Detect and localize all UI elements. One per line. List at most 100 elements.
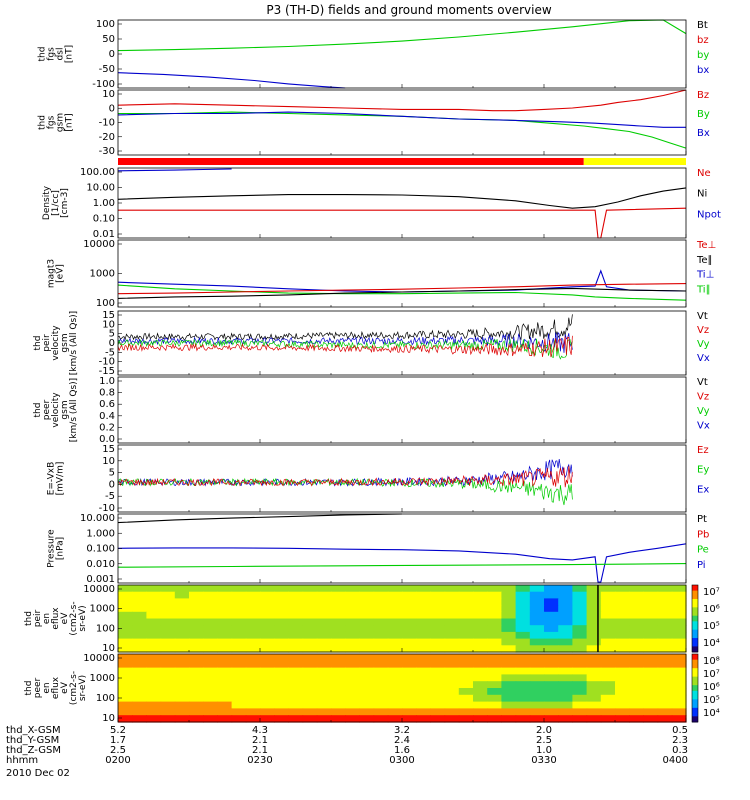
heatmap-cell [544, 660, 559, 669]
legend-label: Vt [697, 311, 708, 322]
heatmap-cell [515, 708, 531, 716]
y-axis-label: Pressure [nPa] [47, 529, 66, 568]
heatmap-cell [501, 618, 517, 626]
heatmap-cell [586, 631, 602, 640]
series-line-peir-velocity-3 [117, 335, 573, 358]
panel-fgs-dsl: Bt bz by bx 100 50 0 -50 -100 thd fgs dsl [nT] [38, 19, 710, 90]
heatmap-cell [345, 688, 360, 696]
heatmap-cell [316, 605, 332, 613]
heatmap-cell [274, 605, 289, 613]
heatmap-cell [558, 591, 573, 599]
heatmap-cell [359, 598, 375, 606]
heatmap-cell [231, 701, 247, 709]
heatmap-cell [600, 598, 616, 606]
heatmap-cell [274, 694, 289, 703]
heatmap-cell [189, 667, 204, 675]
heatmap-cell [274, 667, 289, 675]
y-tick-label: -15 [99, 366, 115, 377]
heatmap-cell [274, 645, 289, 653]
y-tick-label: 100 [96, 298, 115, 309]
heatmap-cell [359, 631, 375, 640]
heatmap-cell [629, 708, 644, 716]
heatmap-cell [558, 654, 573, 662]
heatmap-cell [643, 688, 659, 696]
heatmap-cell [643, 585, 659, 593]
y-tick-label: -50 [99, 64, 115, 75]
heatmap-cell [430, 645, 446, 653]
heatmap-cell [615, 625, 630, 633]
heatmap-cell [572, 631, 588, 640]
colorbar-swatch [692, 682, 698, 686]
heatmap-cell [359, 688, 375, 696]
heatmap-cell [416, 674, 431, 682]
heatmap-cell [501, 708, 517, 716]
heatmap-cell [146, 688, 162, 696]
heatmap-cell [245, 605, 261, 613]
heatmap-cell [203, 694, 218, 703]
heatmap-cell [529, 660, 545, 669]
heatmap-cell [189, 674, 204, 682]
legend-label: bx [697, 65, 709, 76]
heatmap-cell [231, 625, 247, 633]
heatmap-cell [529, 674, 545, 682]
y-axis-label-line: velocity [51, 325, 61, 361]
heatmap-cell [402, 631, 417, 640]
y-axis-label: thd fgs dsl [nT] [38, 45, 75, 63]
heatmap-cell [501, 667, 517, 675]
heatmap-cell [302, 688, 318, 696]
time-axis-tick-label: 0300 [389, 755, 414, 766]
heatmap-cell [245, 638, 261, 646]
heatmap-cell [657, 611, 673, 620]
heatmap-cell [458, 660, 474, 669]
colorbar-frame [691, 584, 699, 653]
heatmap-cell [359, 611, 375, 620]
heatmap-cell [302, 694, 318, 703]
y-tick-label: -5 [105, 347, 115, 358]
heatmap-cell [387, 708, 403, 716]
heatmap-cell [473, 660, 488, 669]
heatmap-cell [302, 708, 318, 716]
heatmap-cell [586, 694, 602, 703]
heatmap-cell [430, 591, 446, 599]
heatmap-cell [260, 654, 275, 662]
heatmap-cell [458, 611, 474, 620]
heatmap-cell [515, 625, 531, 633]
heatmap-cell [132, 598, 147, 606]
y-axis-label-line: gsm [56, 113, 66, 132]
heatmap-cell [615, 694, 630, 703]
heatmap-cell [629, 681, 644, 689]
heatmap-cell [146, 715, 162, 723]
heatmap-cell [444, 708, 460, 716]
heatmap-cell [373, 645, 389, 653]
heatmap-cell [458, 618, 474, 626]
y-axis-label-line: [km/s (All Qs)] [69, 311, 79, 375]
heatmap-cell [345, 598, 360, 606]
heatmap-cell [671, 605, 687, 613]
y-tick-label: -10 [99, 357, 115, 368]
time-axis-row-label: hhmm [6, 755, 38, 766]
heatmap-cell [217, 625, 233, 633]
y-axis-label-line: velocity [51, 392, 61, 428]
heatmap-cell [529, 631, 545, 640]
series-line-fgs-dsl-1 [117, 72, 346, 89]
heatmap-cell [217, 660, 233, 669]
heatmap-cell [572, 667, 588, 675]
heatmap-cell [302, 591, 318, 599]
heatmap-cell [529, 708, 545, 716]
heatmap-cell [586, 611, 602, 620]
heatmap-cell [189, 688, 204, 696]
heatmap-cell [274, 631, 289, 640]
heatmap-cell [359, 715, 375, 723]
heatmap-cell [288, 585, 304, 593]
colorbar-swatch [692, 690, 698, 695]
heatmap-cell [118, 688, 133, 696]
heatmap-cell [302, 701, 318, 709]
heatmap-cell [487, 715, 502, 723]
heatmap-cell [231, 674, 247, 682]
heatmap-cell [529, 701, 545, 709]
legend-label: Ti⊥ [696, 270, 714, 281]
heatmap-cell [302, 654, 318, 662]
heatmap-cell [544, 701, 559, 709]
heatmap-cell [174, 585, 190, 593]
